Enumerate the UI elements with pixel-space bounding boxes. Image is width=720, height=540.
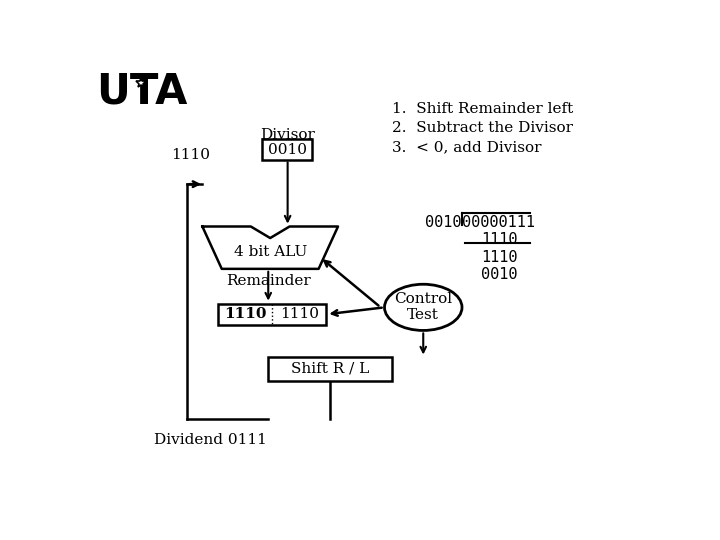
Ellipse shape xyxy=(384,284,462,330)
Text: 4 bit ALU: 4 bit ALU xyxy=(233,245,307,259)
Text: 0010: 0010 xyxy=(481,267,518,282)
Text: 1110: 1110 xyxy=(171,148,210,162)
Text: 2.  Subtract the Divisor: 2. Subtract the Divisor xyxy=(392,121,573,135)
Text: 0010: 0010 xyxy=(426,215,462,230)
Bar xyxy=(269,357,392,381)
Text: 1110: 1110 xyxy=(280,307,319,321)
Text: UTA: UTA xyxy=(96,71,188,113)
Bar xyxy=(218,303,326,325)
Text: Divisor: Divisor xyxy=(260,128,315,142)
Text: 1110: 1110 xyxy=(481,232,518,247)
Text: 3.  < 0, add Divisor: 3. < 0, add Divisor xyxy=(392,140,541,154)
Polygon shape xyxy=(202,226,338,269)
Text: Shift R / L: Shift R / L xyxy=(291,362,369,376)
Text: Dividend 0111: Dividend 0111 xyxy=(153,433,266,447)
Text: Remainder: Remainder xyxy=(226,274,310,288)
Bar xyxy=(262,139,312,159)
Text: 1110: 1110 xyxy=(224,307,266,321)
Text: 0010: 0010 xyxy=(268,143,307,157)
Text: 1.  Shift Remainder left: 1. Shift Remainder left xyxy=(392,102,574,116)
Text: 1110: 1110 xyxy=(481,251,518,265)
Text: 00000111: 00000111 xyxy=(462,215,535,230)
Text: Control
Test: Control Test xyxy=(394,292,452,322)
